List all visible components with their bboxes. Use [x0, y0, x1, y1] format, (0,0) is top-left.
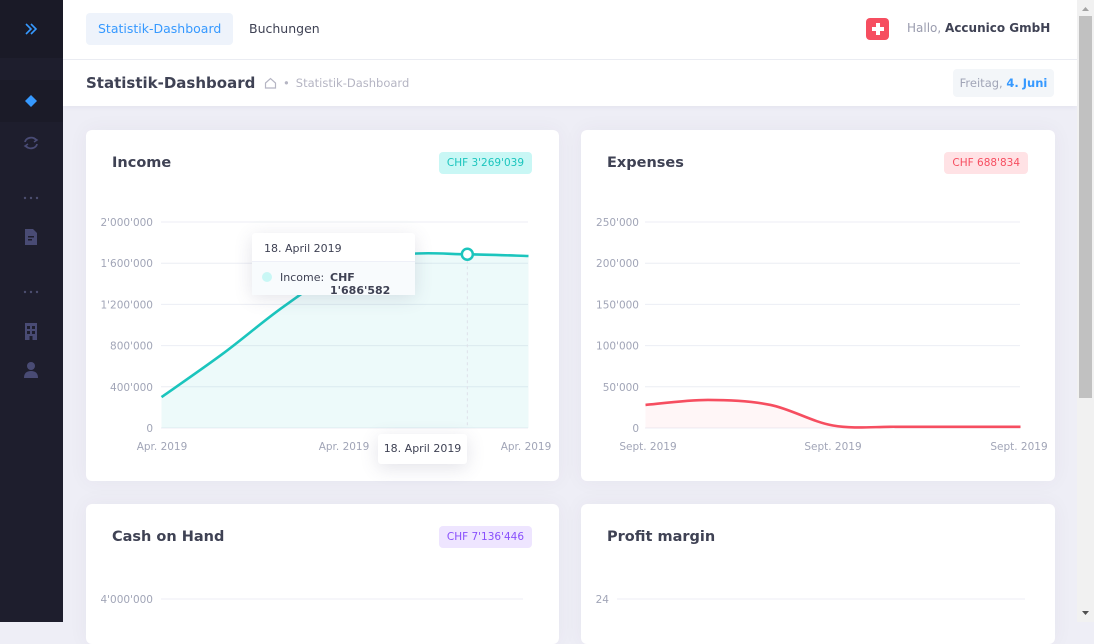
home-icon[interactable]	[264, 77, 277, 89]
series-area	[161, 253, 529, 428]
tooltip-series-label: Income:	[280, 271, 325, 284]
building-icon[interactable]	[21, 321, 41, 341]
swiss-flag-icon[interactable]	[866, 18, 889, 40]
tab-buchungen[interactable]: Buchungen	[249, 21, 320, 36]
card-title: Income	[112, 155, 172, 171]
user-greeting[interactable]: Hallo, Accunico GmbH	[907, 21, 1050, 35]
x-tick-label: Apr. 2019	[501, 441, 552, 453]
tab-statistik-dashboard[interactable]: Statistik-Dashboard	[86, 13, 234, 45]
more-icon	[21, 188, 41, 208]
scrollbar[interactable]	[1077, 0, 1094, 622]
scroll-up-icon[interactable]	[1077, 2, 1094, 16]
card-title: Profit margin	[607, 529, 716, 545]
y-tick-label: 4'000'000	[100, 594, 153, 606]
y-tick-label: 0	[146, 423, 153, 435]
date-day: 4. Juni	[1006, 76, 1048, 90]
subheader: Statistik-Dashboard • Statistik-Dashboar…	[63, 60, 1077, 106]
x-tick-label: Apr. 2019	[319, 441, 370, 453]
y-tick-label: 100'000	[596, 341, 639, 353]
y-tick-label: 400'000	[110, 382, 153, 394]
x-tick-label: Sept. 2019	[990, 441, 1047, 453]
y-tick-label: 0	[632, 423, 639, 435]
breadcrumb-separator: •	[283, 76, 290, 90]
expenses-card: Expenses CHF 688'834 0 50'000 100'000 150'0…	[581, 130, 1055, 481]
card-title: Expenses	[607, 155, 684, 171]
breadcrumb-item[interactable]: Statistik-Dashboard	[295, 76, 410, 90]
profit-card: Profit margin 24	[581, 504, 1055, 644]
tooltip-series-marker	[262, 272, 272, 282]
sidebar	[0, 0, 63, 622]
scroll-down-icon[interactable]	[1077, 606, 1094, 620]
tooltip-value: CHF 1'686'582	[330, 271, 391, 297]
y-tick-label: 250'000	[596, 217, 639, 229]
y-tick-label: 50'000	[603, 382, 639, 394]
x-tick-label: Sept. 2019	[619, 441, 676, 453]
expenses-total-badge: CHF 688'834	[944, 152, 1028, 174]
cash-total-badge: CHF 7'136'446	[438, 526, 532, 548]
cash-card: Cash on Hand CHF 7'136'446 4'000'000	[86, 504, 559, 644]
cash-chart[interactable]: 4'000'000	[86, 504, 559, 622]
date-weekday: Freitag,	[959, 76, 1003, 90]
y-tick-label: 1'600'000	[100, 258, 153, 270]
date-picker[interactable]: Freitag, 4. Juni	[953, 69, 1054, 97]
income-chart[interactable]: 0 400'000 800'000 1'200'000 1'600'000 2'000'0…	[86, 130, 559, 481]
user-name: Accunico GmbH	[945, 21, 1051, 35]
more-icon	[21, 282, 41, 302]
x-tick-label: Sept. 2019	[804, 441, 861, 453]
series-line[interactable]	[645, 398, 1021, 429]
data-point-marker[interactable]	[460, 247, 475, 262]
y-tick-label: 150'000	[596, 299, 639, 311]
sync-icon[interactable]	[21, 133, 41, 153]
y-tick-label: 1'200'000	[100, 299, 153, 311]
expand-icon[interactable]	[21, 19, 41, 39]
series-area	[645, 399, 1021, 428]
card-title: Cash on Hand	[112, 529, 225, 545]
breadcrumb: • Statistik-Dashboard	[264, 76, 409, 90]
xaxis-tooltip: 18. April 2019	[378, 434, 467, 464]
greeting-prefix: Hallo,	[907, 21, 942, 35]
scrollbar-thumb[interactable]	[1079, 16, 1092, 398]
y-tick-label: 2'000'000	[100, 217, 153, 229]
dashboard-icon[interactable]	[21, 91, 41, 111]
y-tick-label: 800'000	[110, 341, 153, 353]
profit-chart[interactable]: 24	[581, 504, 1055, 622]
document-icon[interactable]	[21, 227, 41, 247]
page-title: Statistik-Dashboard	[86, 74, 256, 92]
income-total-badge: CHF 3'269'039	[438, 152, 532, 174]
y-tick-label: 200'000	[596, 258, 639, 270]
y-tick-label: 24	[596, 594, 610, 606]
x-tick-label: Apr. 2019	[137, 441, 188, 453]
income-card: Income CHF 3'269'039 0 400'000 800'000 1'20…	[86, 130, 559, 481]
tooltip-date: 18. April 2019	[264, 242, 342, 255]
tooltip-body	[252, 261, 415, 295]
top-header: Statistik-Dashboard Buchungen Hallo, Acc…	[63, 0, 1077, 60]
user-icon[interactable]	[21, 360, 41, 380]
expenses-chart[interactable]: 0 50'000 100'000 150'000 200'000 250'000 Sept.…	[581, 130, 1055, 481]
chart-tooltip: 18. April 2019 Income: CHF 1'686'582	[252, 233, 415, 297]
